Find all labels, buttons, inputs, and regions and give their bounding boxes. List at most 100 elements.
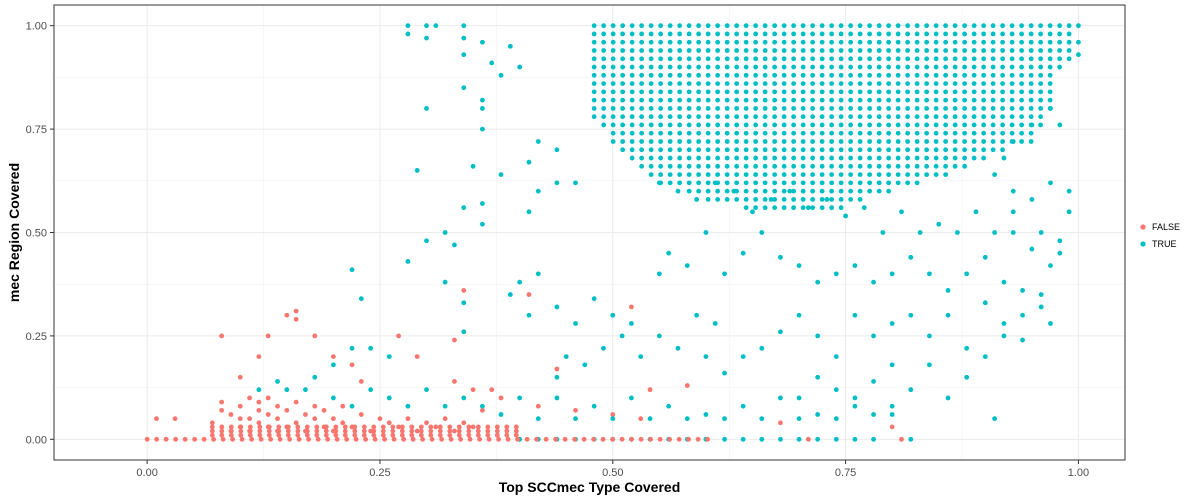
data-point-true — [933, 122, 939, 128]
data-point-true — [629, 130, 635, 136]
data-point-true — [895, 147, 901, 153]
data-point-false — [173, 436, 179, 442]
data-point-false — [363, 436, 369, 442]
data-point-true — [952, 139, 958, 144]
data-point-true — [800, 147, 806, 153]
data-point-true — [924, 89, 930, 95]
data-point-true — [734, 97, 740, 103]
data-point-true — [1028, 130, 1034, 136]
data-point-false — [554, 366, 560, 372]
data-point-true — [715, 31, 721, 37]
data-point-true — [629, 106, 635, 111]
data-point-true — [762, 172, 768, 177]
data-point-true — [943, 147, 949, 153]
data-point-false — [448, 436, 454, 442]
data-point-true — [620, 81, 626, 86]
data-point-true — [848, 23, 854, 29]
data-point-true — [724, 56, 730, 62]
data-point-true — [838, 48, 844, 53]
data-point-true — [724, 31, 730, 37]
data-point-true — [819, 180, 825, 186]
data-point-true — [1009, 89, 1015, 95]
data-point-true — [962, 97, 968, 103]
data-point-true — [962, 147, 968, 153]
data-point-true — [867, 48, 873, 53]
data-point-true — [639, 23, 645, 29]
data-point-false — [447, 424, 453, 430]
data-point-false — [686, 436, 691, 442]
data-point-true — [781, 23, 787, 29]
data-point-true — [753, 72, 759, 78]
data-point-true — [762, 106, 768, 111]
data-point-true — [848, 81, 854, 86]
data-point-true — [753, 130, 759, 136]
data-point-true — [629, 39, 635, 45]
data-point-true — [724, 64, 730, 70]
data-point-true — [696, 130, 702, 136]
data-point-true — [876, 81, 882, 86]
data-point-true — [838, 155, 844, 161]
data-point-true — [507, 292, 513, 297]
data-point-true — [876, 39, 882, 45]
data-point-true — [895, 39, 901, 45]
data-point-false — [293, 308, 299, 314]
data-point-false — [306, 436, 312, 442]
data-point-true — [964, 345, 970, 351]
data-point-true — [734, 139, 740, 144]
data-point-false — [377, 416, 383, 422]
data-point-false — [452, 379, 457, 384]
data-point-false — [312, 416, 318, 422]
data-point-true — [981, 89, 987, 95]
data-point-false — [513, 428, 519, 434]
data-point-true — [992, 172, 998, 177]
data-point-true — [833, 436, 839, 442]
data-point-true — [743, 188, 749, 194]
data-point-true — [781, 139, 787, 144]
data-point-true — [724, 23, 730, 29]
data-point-true — [705, 172, 711, 177]
data-point-true — [857, 56, 863, 62]
data-point-true — [867, 114, 873, 120]
data-point-true — [743, 81, 749, 86]
data-point-true — [677, 163, 683, 169]
data-point-true — [461, 205, 467, 211]
data-point-false — [296, 436, 302, 442]
data-point-true — [815, 333, 821, 339]
data-point-true — [791, 197, 797, 202]
data-point-false — [638, 436, 644, 442]
data-point-true — [1000, 72, 1006, 78]
data-point-true — [848, 122, 854, 128]
data-point-true — [480, 221, 485, 227]
data-point-true — [876, 89, 882, 95]
data-point-true — [914, 130, 920, 136]
data-point-true — [838, 31, 844, 37]
data-point-true — [829, 188, 835, 194]
data-point-true — [952, 89, 958, 95]
data-point-false — [648, 436, 653, 442]
data-point-true — [973, 209, 979, 215]
data-point-true — [829, 205, 835, 211]
data-point-true — [667, 39, 673, 45]
data-point-true — [905, 23, 911, 29]
data-point-true — [914, 48, 920, 53]
data-point-false — [219, 407, 225, 413]
data-point-false — [535, 403, 541, 409]
data-point-true — [933, 147, 939, 153]
data-point-true — [1047, 31, 1053, 37]
data-point-true — [819, 205, 825, 211]
data-point-true — [857, 89, 863, 95]
data-point-true — [905, 81, 911, 86]
data-point-true — [639, 122, 645, 128]
data-point-true — [791, 106, 797, 111]
data-point-true — [772, 155, 778, 161]
data-point-true — [952, 122, 958, 128]
data-point-true — [1057, 250, 1063, 256]
data-point-true — [943, 163, 949, 169]
data-point-true — [330, 362, 336, 368]
data-point-true — [829, 23, 835, 29]
data-point-true — [648, 72, 654, 78]
data-point-true — [610, 48, 616, 53]
data-point-true — [1009, 81, 1015, 86]
data-point-true — [715, 72, 721, 78]
data-point-false — [889, 424, 895, 430]
